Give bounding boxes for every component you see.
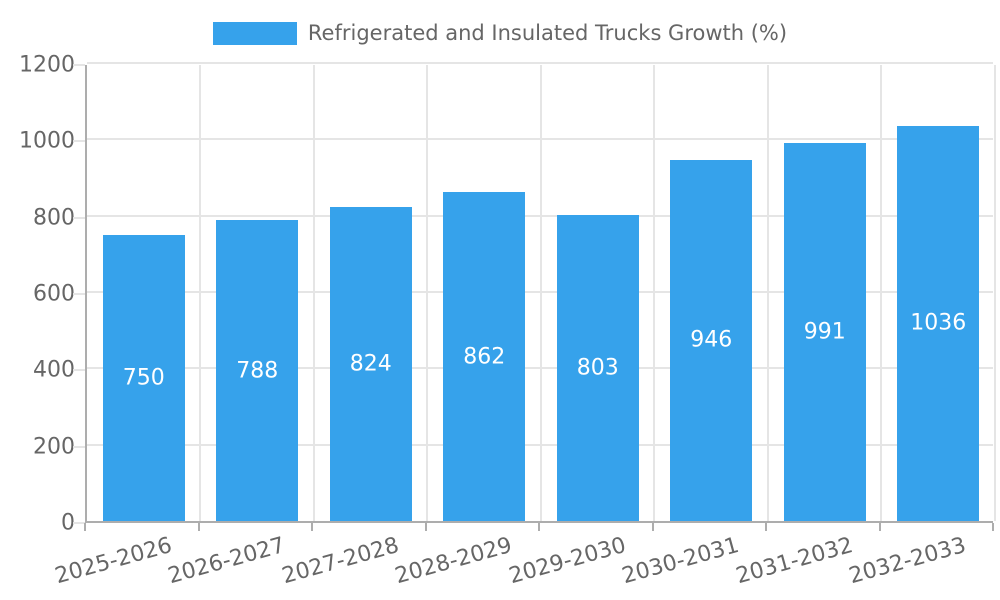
y-axis-tick-mark xyxy=(73,369,85,372)
y-axis-tick-label: 0 xyxy=(61,510,75,536)
bar-value-label: 1036 xyxy=(910,310,967,336)
y-axis-tick-mark xyxy=(73,445,85,448)
legend-label: Refrigerated and Insulated Trucks Growth… xyxy=(307,21,788,45)
bar[interactable]: 1036 xyxy=(897,125,980,521)
y-axis-tick-label: 200 xyxy=(33,434,75,460)
bar[interactable]: 803 xyxy=(556,214,639,521)
gridline-vertical xyxy=(199,65,201,521)
bar[interactable]: 788 xyxy=(216,220,299,521)
x-axis-tick-mark xyxy=(84,523,86,531)
bar-value-label: 991 xyxy=(803,319,846,345)
x-axis-tick-mark xyxy=(878,523,881,531)
gridline-vertical xyxy=(653,65,655,521)
bar[interactable]: 991 xyxy=(783,142,866,521)
y-axis-tick-label: 600 xyxy=(33,281,75,307)
bar[interactable]: 750 xyxy=(102,234,185,521)
y-axis-tick-mark xyxy=(73,522,85,524)
bar[interactable]: 946 xyxy=(670,159,753,521)
gridline-vertical xyxy=(766,65,769,521)
bar-value-label: 946 xyxy=(690,327,733,353)
x-axis-tick-mark xyxy=(651,523,654,531)
y-axis-tick-label: 1200 xyxy=(19,52,75,78)
legend-swatch xyxy=(212,21,297,45)
y-axis-tick-label: 1000 xyxy=(19,128,75,154)
x-axis-tick-mark xyxy=(538,523,540,531)
bar-value-label: 750 xyxy=(122,365,165,391)
bar-value-label: 824 xyxy=(349,351,392,377)
x-axis-tick-mark xyxy=(992,523,994,531)
y-axis-tick-label: 400 xyxy=(33,357,75,383)
gridline-vertical xyxy=(426,65,428,521)
chart-legend: Refrigerated and Insulated Trucks Growth… xyxy=(0,21,1000,45)
x-axis-tick-mark xyxy=(197,523,200,531)
x-axis-tick-mark xyxy=(765,523,767,531)
gridline-vertical xyxy=(312,65,315,521)
bar-value-label: 788 xyxy=(236,358,279,384)
x-axis-tick-mark xyxy=(311,523,313,531)
plot-area: 750 788 824 862 803 946 991 1036 xyxy=(85,62,996,523)
bar[interactable]: 862 xyxy=(443,192,526,521)
y-axis-tick-mark xyxy=(73,64,85,66)
bar[interactable]: 824 xyxy=(329,206,412,521)
y-axis-tick-label: 800 xyxy=(33,205,75,231)
x-axis-tick-mark xyxy=(424,523,427,531)
bar-value-label: 862 xyxy=(463,344,506,369)
bar-value-label: 803 xyxy=(576,355,619,381)
gridline-vertical xyxy=(539,65,542,521)
y-axis-tick-mark xyxy=(73,216,85,219)
gridline-horizontal xyxy=(87,62,993,64)
gridline-vertical xyxy=(993,65,996,521)
y-axis-tick-mark xyxy=(73,293,85,295)
gridline-vertical xyxy=(880,65,882,521)
y-axis-tick-mark xyxy=(73,140,85,143)
